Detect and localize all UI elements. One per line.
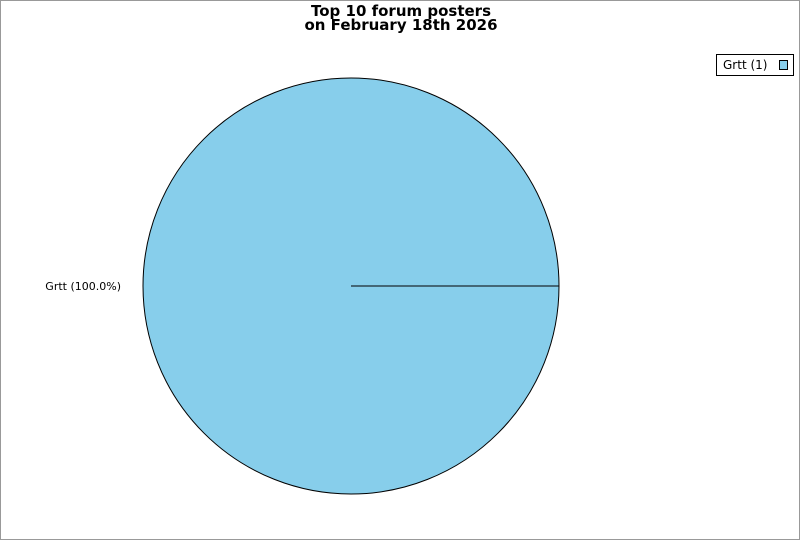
legend-swatch — [779, 60, 788, 70]
legend: Grtt (1) — [716, 54, 794, 76]
legend-entry-label: Grtt (1) — [723, 58, 767, 72]
legend-box — [716, 54, 794, 76]
chart-title-line-1: Top 10 forum posters — [311, 2, 491, 20]
chart-title-line-2: on February 18th 2026 — [304, 16, 498, 34]
slice-label: Grtt (100.0%) — [45, 280, 121, 293]
